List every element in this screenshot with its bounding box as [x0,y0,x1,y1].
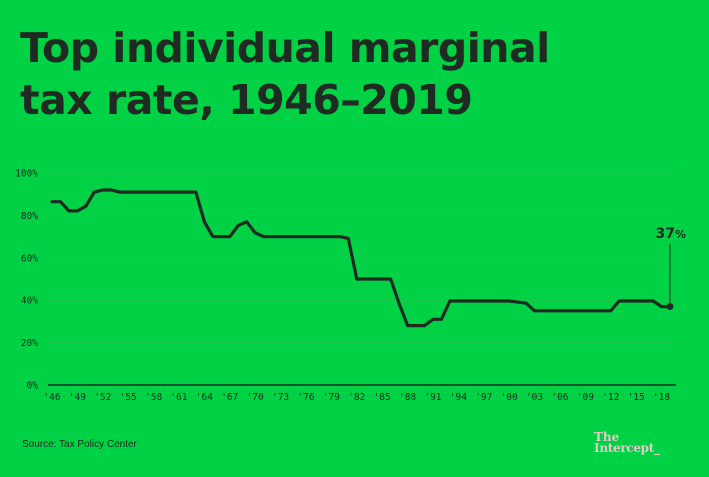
x-tick-label: '67 [221,392,238,403]
y-tick-label: 100% [15,169,38,180]
x-axis-tick-labels: '46 '49 '52 '55 '58 '61 '64 '67 '70 '73 '76 '79 '82 '… [43,392,670,403]
y-tick-label: 60% [21,253,38,264]
x-tick-label: '97 [475,392,492,403]
x-tick-label: '64 [196,392,213,403]
annotation-label: 37% [655,226,686,242]
logo-line-1: The [594,430,620,444]
x-tick-label: '58 [145,392,162,403]
x-tick-label: '18 [653,392,670,403]
annotation-layer: 37% [655,226,686,310]
x-tick-label: '09 [577,392,594,403]
chart-title-line-1: Top individual marginal [20,24,550,72]
last-point-marker [666,303,674,310]
y-axis-tick-labels: 0% 20% 40% 60% 80% 100% [15,169,38,392]
logo-line-2: Intercept_ [594,441,660,455]
x-tick-label: '55 [120,392,137,403]
series-layer [50,188,672,328]
x-tick-label: '52 [94,392,111,403]
x-tick-label: '85 [374,392,391,403]
x-tick-label: '91 [424,392,441,403]
x-tick-label: '73 [272,392,289,403]
y-tick-label: 0% [27,381,39,392]
x-tick-label: '06 [551,392,568,403]
x-tick-label: '79 [323,392,340,403]
x-tick-label: '03 [526,392,543,403]
series-line-top-rate [50,188,672,328]
x-tick-label: '82 [348,392,365,403]
grid-lines [48,172,676,344]
x-tick-label: '49 [69,392,86,403]
x-tick-label: '88 [399,392,416,403]
x-tick-label: '12 [602,392,619,403]
x-tick-label: '76 [297,392,314,403]
chart-title: Top individual marginal tax rate, 1946–2… [20,22,550,126]
x-tick-label: '61 [170,392,187,403]
chart-title-line-2: tax rate, 1946–2019 [20,76,473,124]
the-intercept-logo: The Intercept_ [594,430,660,455]
annotation-value: 37 [655,226,674,242]
x-tick-label: '00 [501,392,518,403]
y-tick-label: 40% [21,296,38,307]
x-tick-label: '94 [450,392,467,403]
x-tick-label: '15 [628,392,645,403]
x-tick-label: '70 [247,392,264,403]
y-tick-label: 80% [21,211,38,222]
annotation-unit: % [675,228,686,241]
y-tick-label: 20% [21,338,38,349]
source-note: Source: Tax Policy Center [22,439,137,450]
x-tick-label: '46 [43,392,60,403]
